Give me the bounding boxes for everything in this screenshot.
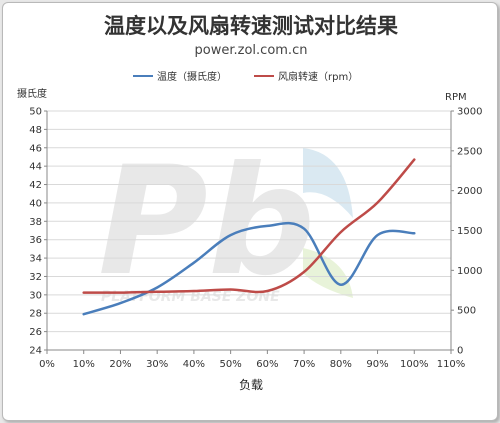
y-left-tick-label: 30 [29,290,42,301]
y-left-tick-label: 48 [29,125,42,136]
y-axis-left-ticks: 24 26 28 30 32 34 36 38 40 42 44 46 48 50 [29,107,47,357]
x-tick-label: 60% [256,359,278,370]
y-left-tick-label: 24 [29,346,42,357]
legend: 温度（摄氏度） 风扇转速（rpm） [133,70,358,83]
y-axis-left-title: 摄氏度 [17,87,47,100]
x-tick-label: 70% [293,359,315,370]
x-tick-label: 110% [437,359,466,370]
y-left-tick-label: 36 [29,235,42,246]
legend-label-fan-speed: 风扇转速（rpm） [278,70,358,83]
x-tick-label: 0% [39,359,55,370]
x-tick-label: 20% [109,359,131,370]
y-left-tick-label: 40 [29,198,42,209]
x-tick-label: 30% [146,359,168,370]
watermark-mark: Pb [98,135,315,309]
x-tick-label: 100% [400,359,429,370]
gridlines [47,110,451,351]
x-axis-title: 负载 [239,378,263,392]
x-tick-label: 80% [330,359,352,370]
chart-canvas: Pb PLATFORM BASE ZONE 温度以及风扇转速测试对比结果 pow… [17,14,482,392]
y-axis-right-ticks: 0 500 1000 1500 2000 2500 3000 [451,107,482,357]
y-axis-right-title: RPM [445,92,467,103]
y-left-tick-label: 28 [29,309,42,320]
y-right-tick-label: 1500 [457,226,482,237]
watermark-swoosh [303,148,353,218]
chart-title: 温度以及风扇转速测试对比结果 [104,14,398,38]
y-left-tick-label: 26 [29,327,42,338]
y-right-tick-label: 1000 [457,266,482,277]
y-right-tick-label: 3000 [457,107,482,118]
y-left-tick-label: 46 [29,143,42,154]
y-left-tick-label: 38 [29,217,42,228]
series-lines [82,158,416,316]
y-left-tick-label: 32 [29,272,42,283]
y-left-tick-label: 50 [29,107,42,118]
x-tick-label: 10% [73,359,95,370]
x-axis-ticks: 0% 10% 20% 30% 40% 50% 60% 70% 80% 90% 100% 110% [39,350,465,370]
watermark-logo: Pb PLATFORM BASE ZONE [98,135,353,309]
y-right-tick-label: 0 [457,346,463,357]
x-tick-label: 50% [220,359,242,370]
temperature-line [82,221,416,316]
fan-speed-line [82,158,416,294]
y-left-tick-label: 42 [29,180,42,191]
y-left-tick-label: 44 [29,162,42,173]
x-tick-label: 90% [366,359,388,370]
chart-subtitle: power.zol.com.cn [195,43,308,58]
y-right-tick-label: 2000 [457,186,482,197]
y-right-tick-label: 2500 [457,146,482,157]
y-left-tick-label: 34 [29,254,42,265]
y-right-tick-label: 500 [457,306,476,317]
legend-label-temperature: 温度（摄氏度） [157,70,227,83]
x-tick-label: 40% [183,359,205,370]
